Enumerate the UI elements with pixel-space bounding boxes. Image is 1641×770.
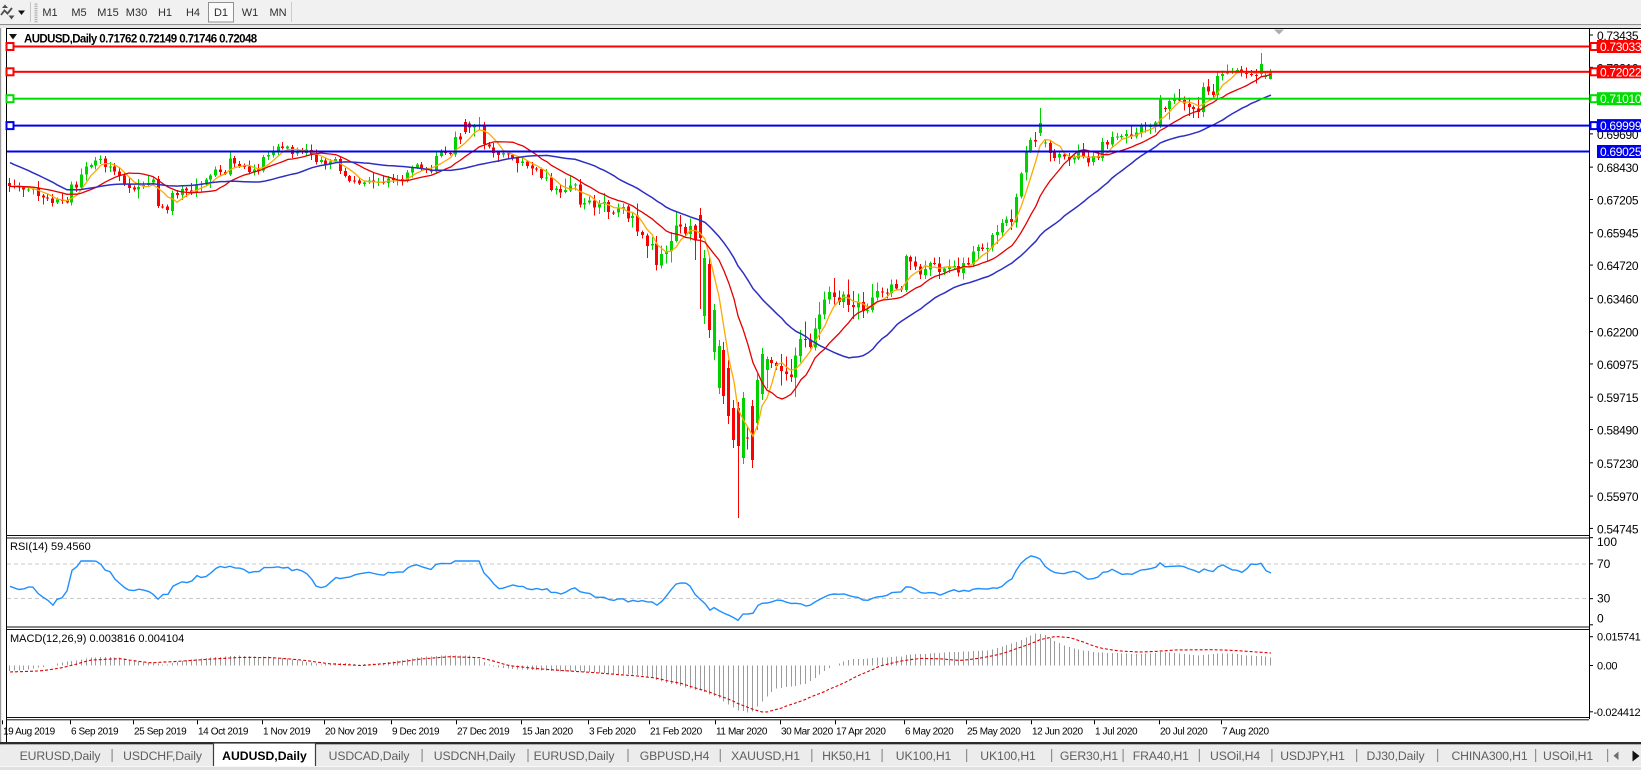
svg-text:15 Jan 2020: 15 Jan 2020 (522, 727, 573, 738)
svg-text:25 Sep 2019: 25 Sep 2019 (134, 727, 187, 738)
svg-text:AUDUSD,Daily: AUDUSD,Daily (222, 749, 307, 763)
svg-text:0.00: 0.00 (1597, 661, 1617, 673)
svg-text:0.63460: 0.63460 (1597, 292, 1639, 306)
svg-text:6 Sep 2019: 6 Sep 2019 (71, 727, 119, 738)
svg-text:21 Feb 2020: 21 Feb 2020 (650, 727, 703, 738)
svg-text:0: 0 (1597, 612, 1604, 626)
svg-text:0.71010: 0.71010 (1600, 92, 1641, 106)
svg-text:USOil,H1: USOil,H1 (1543, 749, 1593, 763)
svg-text:XAUUSD,H1: XAUUSD,H1 (731, 749, 800, 763)
svg-text:100: 100 (1597, 535, 1617, 549)
svg-text:RSI(14) 59.4560: RSI(14) 59.4560 (10, 541, 91, 553)
svg-text:0.58490: 0.58490 (1597, 424, 1639, 438)
svg-text:M15: M15 (97, 7, 118, 19)
svg-text:0.54745: 0.54745 (1597, 522, 1639, 536)
svg-text:M5: M5 (71, 7, 86, 19)
svg-text:0.65945: 0.65945 (1597, 227, 1639, 241)
svg-text:USDJPY,H1: USDJPY,H1 (1280, 749, 1345, 763)
svg-text:0.64720: 0.64720 (1597, 259, 1639, 273)
svg-text:H1: H1 (158, 7, 172, 19)
svg-text:D1: D1 (214, 7, 228, 19)
svg-text:DJ30,Daily: DJ30,Daily (1367, 749, 1426, 763)
svg-text:11 Mar 2020: 11 Mar 2020 (716, 727, 768, 738)
svg-text:6 May 2020: 6 May 2020 (905, 727, 954, 738)
svg-text:UK100,H1: UK100,H1 (896, 749, 952, 763)
svg-text:25 May 2020: 25 May 2020 (967, 727, 1021, 738)
svg-text:MN: MN (269, 7, 286, 19)
svg-text:HK50,H1: HK50,H1 (822, 749, 871, 763)
svg-text:0.57230: 0.57230 (1597, 457, 1639, 471)
svg-text:0.60975: 0.60975 (1597, 358, 1639, 372)
svg-text:M1: M1 (42, 7, 57, 19)
svg-text:14 Oct 2019: 14 Oct 2019 (198, 727, 249, 738)
svg-text:20 Jul 2020: 20 Jul 2020 (1160, 727, 1208, 738)
svg-text:EURUSD,Daily: EURUSD,Daily (20, 749, 102, 763)
svg-text:-0.024412: -0.024412 (1594, 707, 1641, 719)
svg-text:20 Nov 2019: 20 Nov 2019 (325, 727, 378, 738)
svg-text:0.69025: 0.69025 (1600, 145, 1641, 159)
svg-text:USDCHF,Daily: USDCHF,Daily (123, 749, 203, 763)
svg-text:FRA40,H1: FRA40,H1 (1133, 749, 1189, 763)
svg-text:GBPUSD,H4: GBPUSD,H4 (640, 749, 710, 763)
svg-text:USDCNH,Daily: USDCNH,Daily (434, 749, 516, 763)
svg-text:H4: H4 (186, 7, 200, 19)
svg-text:1 Jul 2020: 1 Jul 2020 (1095, 727, 1138, 738)
svg-text:EURUSD,Daily: EURUSD,Daily (534, 749, 616, 763)
svg-text:0.73033: 0.73033 (1600, 40, 1641, 54)
svg-text:19 Aug 2019: 19 Aug 2019 (3, 727, 56, 738)
svg-text:UK100,H1: UK100,H1 (980, 749, 1036, 763)
svg-text:0.72022: 0.72022 (1600, 65, 1641, 79)
svg-text:70: 70 (1597, 557, 1611, 571)
svg-text:7 Aug 2020: 7 Aug 2020 (1222, 727, 1269, 738)
svg-text:9 Dec 2019: 9 Dec 2019 (392, 727, 440, 738)
svg-text:MACD(12,26,9) 0.003816 0.00410: MACD(12,26,9) 0.003816 0.004104 (10, 633, 184, 645)
svg-text:0.68430: 0.68430 (1597, 161, 1639, 175)
svg-text:CHINA300,H1: CHINA300,H1 (1451, 749, 1527, 763)
svg-text:W1: W1 (242, 7, 259, 19)
svg-text:0.015741: 0.015741 (1597, 632, 1641, 644)
svg-text:GER30,H1: GER30,H1 (1060, 749, 1118, 763)
svg-text:30 Mar 2020: 30 Mar 2020 (781, 727, 834, 738)
svg-text:0.62200: 0.62200 (1597, 326, 1639, 340)
svg-text:M30: M30 (126, 7, 147, 19)
svg-text:0.69999: 0.69999 (1600, 119, 1641, 133)
svg-text:0.67205: 0.67205 (1597, 193, 1639, 207)
svg-text:3 Feb 2020: 3 Feb 2020 (589, 727, 636, 738)
svg-text:USOil,H4: USOil,H4 (1210, 749, 1260, 763)
svg-text:17 Apr 2020: 17 Apr 2020 (836, 727, 886, 738)
svg-text:USDCAD,Daily: USDCAD,Daily (329, 749, 411, 763)
svg-text:AUDUSD,Daily 0.71762 0.72149: AUDUSD,Daily 0.71762 0.72149 0.71746 0.7… (24, 34, 258, 46)
svg-text:27 Dec 2019: 27 Dec 2019 (457, 727, 510, 738)
svg-text:12 Jun 2020: 12 Jun 2020 (1032, 727, 1083, 738)
svg-text:1 Nov 2019: 1 Nov 2019 (263, 727, 311, 738)
svg-text:0.59715: 0.59715 (1597, 391, 1639, 405)
svg-text:0.73435: 0.73435 (1597, 29, 1639, 43)
svg-text:30: 30 (1597, 592, 1611, 606)
svg-text:0.55970: 0.55970 (1597, 490, 1639, 504)
